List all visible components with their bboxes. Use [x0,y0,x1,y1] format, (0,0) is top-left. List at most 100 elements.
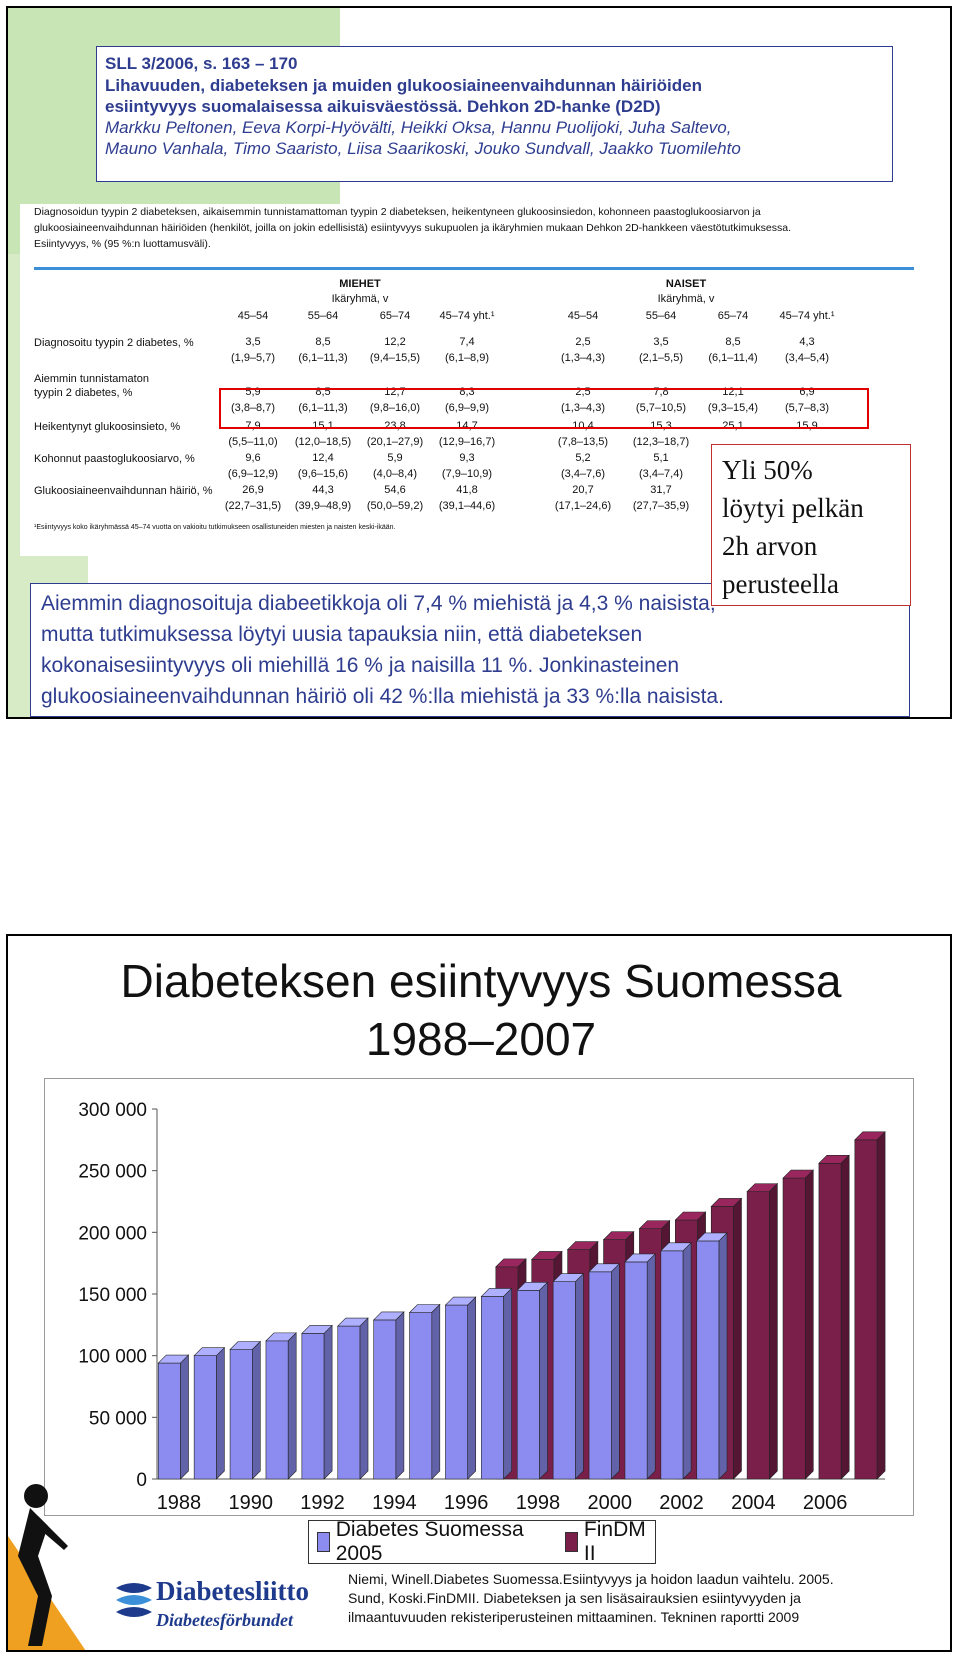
table-cell-value: 14,7 [456,420,478,432]
callout-line: Yli 50% [722,455,813,485]
table-cell-ci: (7,9–10,9) [441,468,493,480]
callout-box: Yli 50% löytyi pelkän 2h arvon perusteel… [711,444,911,606]
table-cell-ci: (6,1–11,4) [708,352,758,364]
table-cell-ci: (6,1–8,9) [444,352,490,364]
table-cell-value: 15,9 [796,420,818,432]
citation-line: Sund, Koski.FinDMII. Diabeteksen ja sen … [348,1590,801,1606]
table-cell-ci: (50,0–59,2) [366,500,424,512]
bar-diabetes-suomessa [301,1324,333,1480]
x-tick-label: 1996 [444,1492,489,1514]
table-cell-ci: (6,1–11,3) [298,352,348,364]
reference-box: SLL 3/2006, s. 163 – 170 Lihavuuden, dia… [96,46,893,182]
diabetesliitto-logo: Diabetesliitto Diabetesförbundet [112,1572,312,1642]
table-cell-value: 15,1 [312,420,334,432]
bar-diabetes-suomessa [337,1317,369,1480]
bar-diabetes-suomessa [696,1232,728,1480]
table-cell-ci: (3,4–5,4) [784,352,830,364]
table-row-label: Diagnosoitu tyypin 2 diabetes, % [34,337,194,349]
table-row-label: Kohonnut paastoglukoosiarvo, % [34,453,195,465]
table-cell-ci: (6,9–12,9) [227,468,279,480]
table-cell-ci: (39,1–44,6) [438,500,496,512]
table-column-header: 45–74 yht.¹ [439,310,495,322]
callout-line: 2h arvon [722,531,818,561]
chart-frame: 0 50 000 100 000 150 000 200 000 250 000 300 0… [44,1078,914,1516]
table-cell-ci: (12,3–18,7) [632,436,690,448]
table-cell-ci: (6,9–9,9) [444,402,490,414]
table-cell-value: 7,9 [245,420,261,432]
table-cell-value: 23,8 [384,420,406,432]
y-tick-label: 150 000 [78,1285,147,1306]
table-row-label: Heikentynyt glukoosinsieto, % [34,421,181,433]
y-tick-label: 250 000 [78,1162,147,1183]
callout-line: perusteella [722,569,839,599]
table-cell-ci: (3,4–7,6) [560,468,606,480]
summary-line: glukoosiaineenvaihdunnan häiriö oli 42 %… [41,685,724,708]
table-cell-value: 26,9 [242,484,264,496]
logo-mark-icon [116,1583,152,1617]
table-cell-ci: (22,7–31,5) [224,500,282,512]
y-tick-label: 200 000 [78,1223,147,1244]
chart-title-line1: Diabeteksen esiintyvyys Suomessa [120,955,842,1007]
table-cell-value: 9,6 [245,452,261,464]
table-cell-value: 20,7 [572,484,594,496]
chart-title-line2: 1988–2007 [365,1013,597,1065]
bar-findm [854,1131,886,1480]
table-cell-ci: (1,3–4,3) [560,352,606,364]
table-cell-ci: (39,9–48,9) [294,500,352,512]
table-column-header: 55–64 [307,310,339,322]
x-tick-label: 1988 [157,1492,202,1514]
table-row-label: tyypin 2 diabetes, % [34,387,133,399]
y-tick-label: 300 000 [78,1100,147,1121]
table-cell-value: 15,3 [650,420,672,432]
table-cell-value: 5,9 [387,452,403,464]
x-tick-label: 2002 [659,1492,704,1514]
table-cell-ci: (5,7–8,3) [784,402,830,414]
x-tick-label: 2004 [731,1492,776,1514]
summary-line: mutta tutkimuksessa löytyi uusia tapauks… [41,623,643,646]
bar-findm [782,1169,815,1480]
y-tick-label: 100 000 [78,1347,147,1368]
table-cell-ci: (20,1–27,9) [366,436,424,448]
table-cell-value: 7,4 [459,336,475,348]
legend-swatch-findm [565,1532,578,1552]
callout-line: löytyi pelkän [722,493,864,523]
bar-diabetes-suomessa [193,1346,226,1480]
x-tick-label: 2000 [588,1492,633,1514]
bar-findm [818,1154,850,1480]
table-header-agegroup: Ikäryhmä, v [331,293,389,305]
table-header-men: MIEHET [339,278,381,290]
table-cell-value: 5,2 [575,452,591,464]
source-citation: Niemi, Winell.Diabetes Suomessa.Esiintyv… [348,1570,938,1627]
table-cell-ci: (9,8–16,0) [369,402,421,414]
logo-name: Diabetesliitto [156,1576,309,1606]
bar-diabetes-suomessa [660,1242,692,1480]
x-tick-label: 1994 [372,1492,417,1514]
table-cell-value: 3,5 [653,336,669,348]
table-cell-value: 44,3 [312,484,334,496]
legend-label-findm: FinDM II [583,1518,646,1565]
legend-label-diabetes-suomessa: Diabetes Suomessa 2005 [335,1518,524,1565]
reference-authors-line2: Mauno Vanhala, Timo Saaristo, Liisa Saar… [105,139,741,158]
table-cell-ci: (5,7–10,5) [635,402,687,414]
table-cell-value: 12,4 [312,452,334,464]
table-cell-ci: (9,3–15,4) [707,402,759,414]
bar-diabetes-suomessa [588,1263,621,1480]
bar-chart: 0 50 000 100 000 150 000 200 000 250 000 300 0… [78,1100,886,1514]
table-cell-ci: (1,9–5,7) [230,352,276,364]
table-cell-ci: (12,9–16,7) [438,436,496,448]
table-header-agegroup: Ikäryhmä, v [657,293,715,305]
table-cell-ci: (9,4–15,5) [369,352,421,364]
reference-title-line1: Lihavuuden, diabeteksen ja muiden glukoo… [105,76,702,95]
table-cell-ci: (4,0–8,4) [372,468,418,480]
bar-diabetes-suomessa [624,1253,656,1480]
bar-diabetes-suomessa [265,1332,297,1480]
summary-line: kokonaisesiintyvyys oli miehillä 16 % ja… [41,654,680,677]
bar-diabetes-suomessa [516,1281,549,1480]
table-row-label: Glukoosiaineenvaihdunnan häiriö, % [34,485,213,497]
table-cell-value: 31,7 [650,484,672,496]
table-column-header: 65–74 [379,310,411,322]
table-column-header: 65–74 [717,310,749,322]
bar-diabetes-suomessa [552,1272,585,1480]
citation-line: Niemi, Winell.Diabetes Suomessa.Esiintyv… [348,1571,834,1587]
table-header-women: NAISET [665,278,707,290]
